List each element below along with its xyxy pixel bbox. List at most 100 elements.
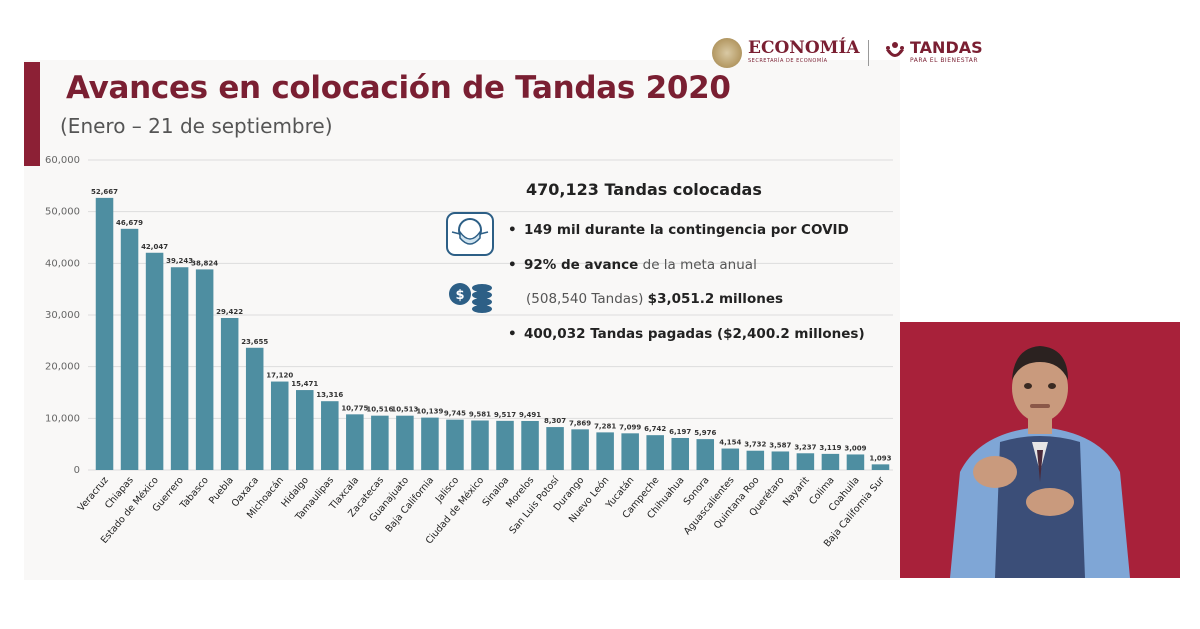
- bar-value-label: 46,679: [116, 219, 143, 227]
- interpreter-figure: [900, 322, 1180, 578]
- bar-value-label: 10,516: [366, 406, 393, 414]
- bar-value-label: 7,099: [619, 423, 641, 431]
- bar-durango: [571, 429, 589, 470]
- bar-puebla: [220, 317, 239, 470]
- bar-value-label: 29,422: [216, 308, 243, 316]
- bar-value-label: 6,742: [644, 425, 666, 433]
- bar-coahuila: [846, 454, 865, 470]
- bar-morelos: [521, 420, 539, 470]
- bullet-goal-detail-bold: $3,051.2 millones: [647, 291, 784, 307]
- bar-value-label: 4,154: [719, 439, 741, 447]
- bar-value-label: 52,667: [91, 188, 118, 196]
- sign-language-interpreter: [900, 322, 1180, 578]
- y-tick-label: 40,000: [45, 258, 80, 269]
- bar-value-label: 42,047: [141, 243, 168, 251]
- tandas-logo-text: TANDAS: [910, 38, 983, 57]
- bar-campeche: [646, 435, 664, 470]
- bar-value-label: 3,009: [844, 444, 866, 452]
- bar-nuevo-león: [596, 432, 614, 470]
- slide-background: [24, 60, 900, 580]
- bar-value-label: 17,120: [266, 372, 293, 380]
- bar-ciudad-de-méxico: [471, 420, 489, 470]
- economia-logo-subtext: SECRETARÍA DE ECONOMÍA: [748, 58, 828, 64]
- bar-veracruz: [95, 197, 114, 471]
- bar-sonora: [696, 439, 715, 470]
- category-label: Nayarit: [781, 475, 812, 509]
- bar-guerrero: [170, 267, 189, 470]
- bar-sinaloa: [496, 420, 514, 470]
- bar-value-label: 39,243: [166, 257, 193, 265]
- bullet-covid: • 149 mil durante la contingencia por COV…: [508, 222, 849, 238]
- title-accent-bar: [24, 62, 40, 166]
- category-label: Veracruz: [76, 475, 111, 514]
- bullet-paid-text: 400,032 Tandas pagadas ($2,400.2 millone…: [524, 326, 865, 342]
- bar-value-label: 10,775: [341, 404, 368, 412]
- bar-chart: 0 10,000 20,000 30,000 40,000 50,000 60,000 52…: [45, 155, 893, 550]
- bar-jalisco: [446, 419, 464, 470]
- bar-guanajuato: [396, 415, 414, 470]
- bar-value-label: 23,655: [241, 338, 268, 346]
- bar-colima: [821, 453, 840, 470]
- bar-quintana-roo: [746, 450, 765, 470]
- bar-value-label: 15,471: [291, 380, 318, 388]
- bar-chiapas: [120, 228, 139, 470]
- coins-icon: $: [449, 283, 492, 313]
- y-tick-label: 60,000: [45, 155, 80, 166]
- y-tick-label: 20,000: [45, 362, 80, 373]
- bar-querétaro: [771, 451, 790, 470]
- bar-baja-california: [421, 417, 439, 470]
- page-subtitle: (Enero – 21 de septiembre): [60, 114, 333, 138]
- bar-value-label: 3,237: [794, 443, 816, 451]
- logo-divider: [868, 40, 869, 66]
- bar-value-label: 9,517: [494, 411, 516, 419]
- bar-baja-california-sur: [871, 464, 890, 470]
- tandas-logo-icon: [886, 42, 904, 57]
- bar-value-label: 10,139: [416, 408, 443, 416]
- bar-tamaulipas: [321, 401, 339, 470]
- y-tick-label: 30,000: [45, 310, 80, 321]
- bullet-goal: • 92% de avance de la meta anual: [508, 257, 757, 273]
- bar-value-label: 7,869: [569, 419, 591, 427]
- bar-value-label: 5,976: [694, 429, 716, 437]
- bar-value-label: 3,732: [744, 441, 766, 449]
- bar-value-label: 9,581: [469, 410, 491, 418]
- economia-logo-text: ECONOMÍA: [748, 38, 860, 58]
- bullet-dot: •: [508, 326, 517, 342]
- summary-headline: 470,123 Tandas colocadas: [526, 180, 762, 199]
- bar-value-label: 3,587: [769, 441, 791, 449]
- bar-nayarit: [796, 453, 815, 470]
- bullet-dot: •: [508, 257, 517, 273]
- bullet-goal-detail: (508,540 Tandas) $3,051.2 millones: [526, 291, 783, 307]
- bar-hidalgo: [296, 390, 314, 470]
- bullet-goal-rest: de la meta anual: [638, 257, 757, 273]
- bar-michoacán: [270, 381, 289, 470]
- bar-value-label: 9,491: [519, 411, 541, 419]
- bar-yucatán: [621, 433, 639, 470]
- bar-estado-de-méxico: [145, 252, 164, 470]
- header-logos: ECONOMÍA SECRETARÍA DE ECONOMÍA TANDAS P…: [712, 36, 1002, 70]
- bar-value-label: 38,824: [191, 259, 218, 267]
- svg-text:$: $: [455, 288, 464, 303]
- seal-icon: [712, 38, 742, 68]
- bar-value-label: 7,281: [594, 422, 616, 430]
- y-tick-label: 50,000: [45, 207, 80, 218]
- bullet-goal-detail-light: (508,540 Tandas): [526, 291, 648, 307]
- bar-oaxaca: [245, 347, 264, 470]
- y-axis-ticks: 0 10,000 20,000 30,000 40,000 50,000 60,000: [45, 155, 80, 476]
- page-title: Avances en colocación de Tandas 2020: [66, 70, 731, 106]
- y-tick-label: 10,000: [45, 413, 80, 424]
- bar-value-label: 10,513: [391, 406, 418, 414]
- bar-value-label: 8,307: [544, 417, 566, 425]
- bullet-covid-text: 149 mil durante la contingencia por COVI…: [524, 222, 849, 238]
- bar-tabasco: [195, 269, 214, 470]
- bar-zacatecas: [371, 415, 389, 470]
- bar-san-luis-potosí: [546, 427, 564, 470]
- tandas-logo-subtext: PARA EL BIENESTAR: [910, 57, 979, 64]
- bar-value-label: 3,119: [819, 444, 841, 452]
- bar-chihuahua: [671, 437, 689, 470]
- bullet-paid: • 400,032 Tandas pagadas ($2,400.2 millon…: [508, 326, 865, 342]
- bar-tlaxcala: [346, 414, 364, 470]
- bar-aguascalientes: [721, 448, 740, 470]
